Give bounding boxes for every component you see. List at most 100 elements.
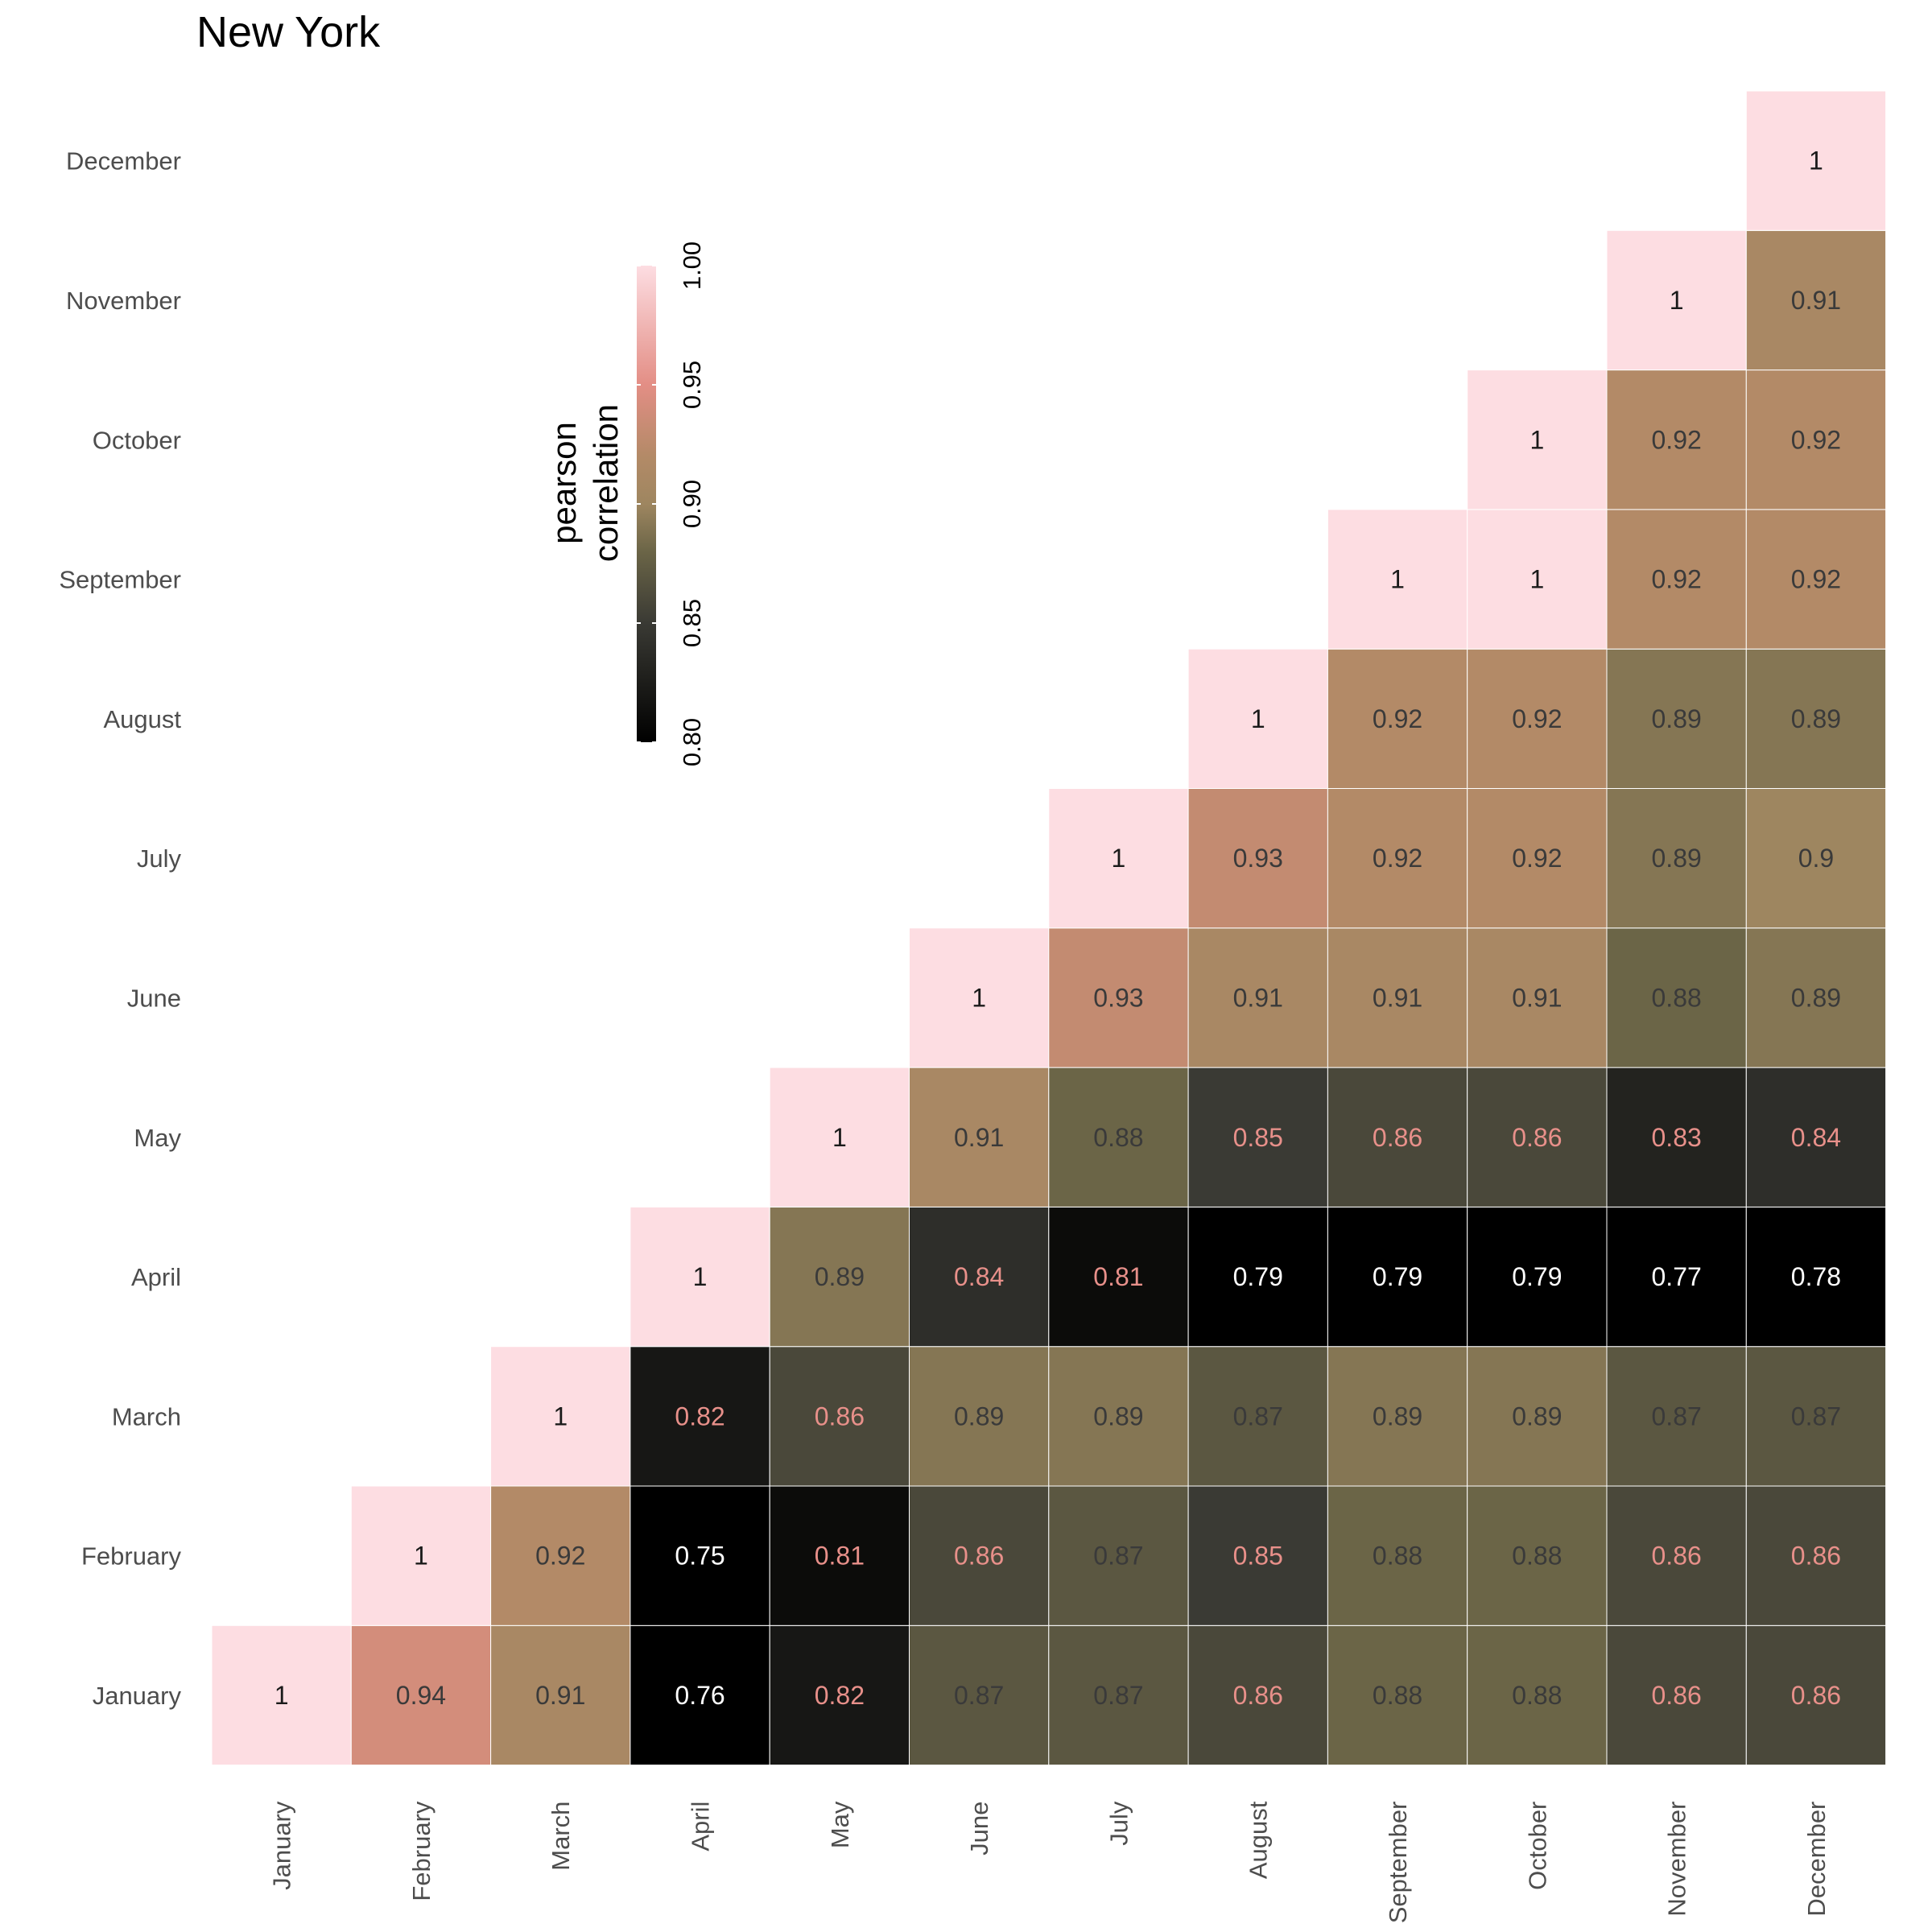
cell-value-label: 0.89 [1512,1402,1562,1430]
cell-value-label: 0.9 [1798,844,1834,873]
cell-value-label: 1 [1390,565,1405,594]
cell-value-label: 0.92 [1652,425,1702,454]
heatmap-cell [1467,648,1608,790]
heatmap-cell [909,1346,1050,1487]
heatmap-cell [1048,1624,1189,1766]
heatmap-cell [1187,1624,1328,1766]
cell-value-label: 0.86 [1373,1123,1422,1152]
heatmap-cell [1467,1346,1608,1487]
heatmap-cell [1327,1067,1468,1208]
heatmap-cell [1467,788,1608,929]
heatmap-cell [630,1346,770,1487]
cell-value-label: 0.88 [1093,1123,1143,1152]
heatmap-cell [909,1624,1050,1766]
cell-value-label: 0.92 [1373,844,1422,873]
legend-tick-label: 0.80 [678,718,706,766]
heatmap-cell [1187,1206,1328,1348]
heatmap-cell [1467,1624,1608,1766]
x-tick-label: December [1802,1802,1831,1917]
heatmap-cell [630,1485,770,1626]
cell-value-label: 0.87 [1652,1402,1702,1430]
heatmap-cell [1606,369,1747,510]
heatmap-cell [1606,509,1747,650]
y-tick-label: October [93,426,181,454]
y-tick-label: May [134,1124,181,1152]
heatmap-cell [1327,1624,1468,1766]
y-tick-label: December [66,147,181,175]
heatmap-cell [1048,1206,1189,1348]
cell-value-label: 0.89 [1373,1402,1422,1430]
heatmap-cell [1745,229,1887,371]
heatmap-cell [1187,1067,1328,1208]
cell-value-label: 1 [275,1681,289,1710]
x-tick-label: May [826,1801,854,1848]
cell-value-label: 0.77 [1652,1262,1702,1291]
cell-value-label: 0.87 [1093,1681,1143,1710]
legend-tick-label: 0.85 [678,599,706,647]
heatmap-cell [769,1067,910,1208]
chart-title: New York [196,8,381,56]
cell-value-label: 1 [832,1123,847,1152]
cell-value-label: 0.86 [954,1542,1004,1571]
heatmap-cell [1745,788,1887,929]
heatmap-cell [1327,927,1468,1068]
cell-value-label: 0.92 [1652,565,1702,594]
cell-value-label: 0.92 [1512,704,1562,733]
cell-value-label: 0.87 [1093,1542,1143,1571]
heatmap-cell [630,1624,770,1766]
cell-value-label: 0.88 [1373,1542,1422,1571]
cell-value-label: 0.89 [815,1262,865,1291]
heatmap-cell [1467,1067,1608,1208]
heatmap-cell [1606,788,1747,929]
color-legend: 0.80 0.85 0.90 0.95 1.00 pearson correlation [545,242,706,766]
heatmap-cell [1327,1485,1468,1626]
heatmap-cells: 1 0.94 0.91 0.76 0.82 0.87 0.87 0.86 0.88 0.88 0.8… [211,90,1887,1766]
y-axis-tick-labels: January February March April May June July Augu… [59,147,181,1710]
heatmap-cell [1048,1067,1189,1208]
heatmap-cell [909,1067,1050,1208]
heatmap-cell [1187,1485,1328,1626]
heatmap-cell [769,1346,910,1487]
cell-value-label: 0.89 [1093,1402,1143,1430]
cell-value-label: 0.88 [1512,1681,1562,1710]
heatmap-cell [1467,927,1608,1068]
heatmap-cell [630,1206,770,1348]
cell-value-label: 0.89 [954,1402,1004,1430]
heatmap-cell [1187,648,1328,790]
heatmap-cell [1467,1485,1608,1626]
heatmap-cell [1606,1067,1747,1208]
cell-value-label: 1 [972,983,986,1012]
y-tick-label: September [59,566,181,594]
x-tick-label: August [1245,1801,1273,1879]
x-tick-label: November [1663,1802,1691,1917]
cell-value-label: 0.91 [1791,286,1841,315]
cell-value-label: 0.81 [815,1542,865,1571]
heatmap-cell [1745,1206,1887,1348]
cell-value-label: 0.86 [1652,1681,1702,1710]
heatmap-cell [1467,1206,1608,1348]
cell-value-label: 1 [553,1402,568,1430]
cell-value-label: 0.89 [1791,983,1841,1012]
cell-value-label: 0.93 [1093,983,1143,1012]
legend-tick-label: 0.90 [678,480,706,528]
cell-value-label: 0.89 [1652,844,1702,873]
heatmap-cell [1187,788,1328,929]
cell-value-label: 0.85 [1233,1542,1283,1571]
x-tick-label: September [1384,1802,1412,1924]
cell-value-label: 0.79 [1233,1262,1283,1291]
cell-value-label: 0.92 [535,1542,585,1571]
cell-value-label: 0.86 [1512,1123,1562,1152]
legend-title-line: pearson [545,422,583,544]
cell-value-label: 0.79 [1373,1262,1422,1291]
y-tick-label: August [103,705,181,733]
heatmap-cell [1187,1346,1328,1487]
y-tick-label: July [137,844,182,873]
cell-value-label: 0.86 [1652,1542,1702,1571]
heatmap-cell [1606,927,1747,1068]
heatmap-cell [1467,509,1608,650]
cell-value-label: 0.84 [1791,1123,1841,1152]
cell-value-label: 0.79 [1512,1262,1562,1291]
heatmap-cell [1745,1346,1887,1487]
x-tick-label: June [965,1802,993,1856]
y-tick-label: June [127,984,181,1012]
